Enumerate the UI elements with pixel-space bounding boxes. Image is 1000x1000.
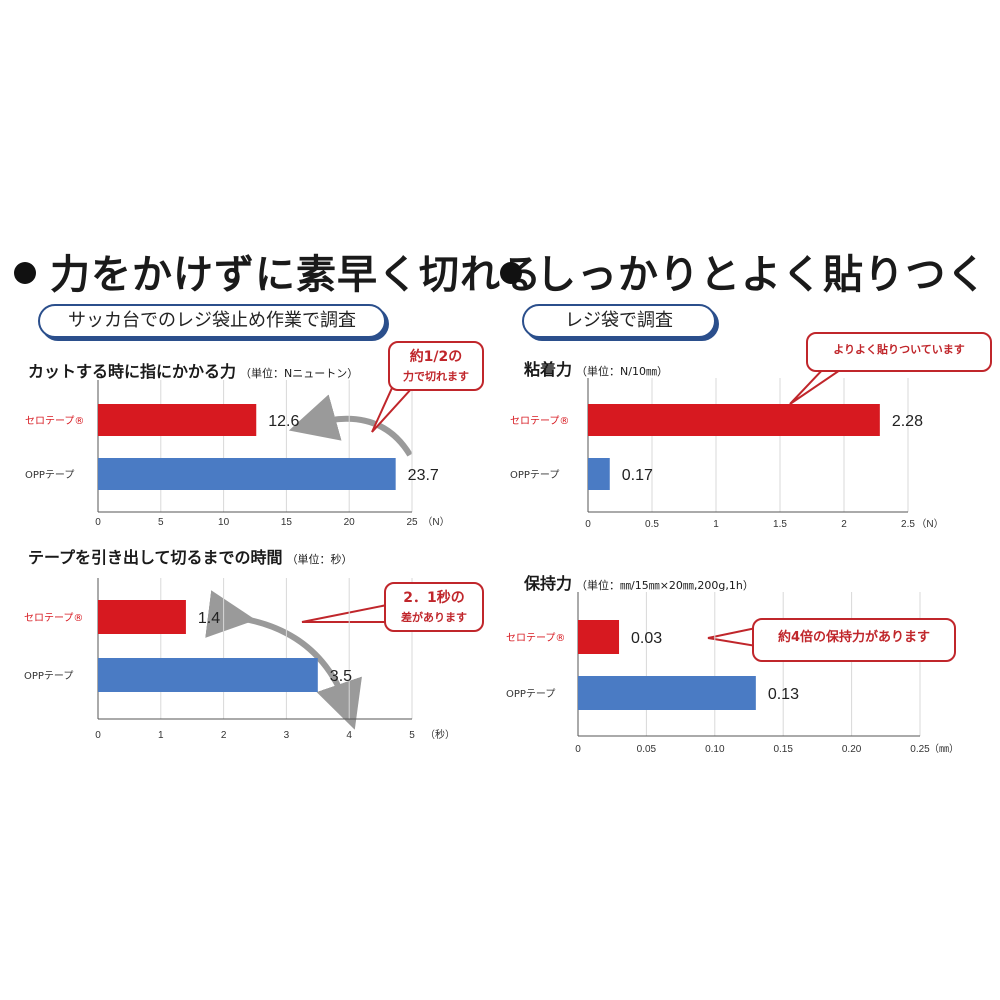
survey-label-left: サッカ台でのレジ袋止め作業で調査 (38, 304, 386, 338)
chart1-value-label: 12.6 (268, 413, 299, 430)
chart3-tick-label: 0 (585, 519, 591, 530)
chart3-bar (588, 458, 610, 490)
chart4-value-label: 0.03 (631, 630, 662, 647)
chart4-tick-label: 0.25 (910, 744, 930, 755)
chart2-bar (98, 658, 318, 692)
chart4-title-text: 保持力 (524, 574, 573, 593)
chart2-tick-label: 5 (409, 730, 415, 741)
callout-half-force-line1: 約1/2の (409, 349, 463, 365)
chart1-bar (98, 404, 257, 436)
chart3-title-text: 粘着力 (524, 360, 573, 379)
chart4-category-label: OPPテープ (506, 688, 555, 700)
compare-arrow-1 (288, 394, 413, 457)
chart3-value-label: 2.28 (892, 413, 923, 430)
chart2-unit-label: （秒） (425, 728, 455, 741)
chart3-unit-label: （N） (916, 518, 943, 530)
chart4-unit-note: （単位：㎜/15㎜×20㎜,200g,1h） (576, 579, 754, 592)
chart3-value-label: 0.17 (622, 467, 653, 484)
chart3-unit-note: （単位：N/10㎜） (576, 365, 668, 378)
chart3-bar (588, 404, 880, 436)
chart4-tick-label: 0 (575, 744, 581, 755)
chart3-tick-label: 0.5 (645, 519, 659, 530)
chart1-tick-label: 5 (158, 517, 164, 528)
callout-half-force-line2: 力で切れます (403, 370, 469, 383)
chart3-tick-label: 2.5 (901, 519, 915, 530)
chart2-tick-label: 4 (346, 730, 352, 741)
callout-time-diff-line1: 2．1秒の (403, 590, 465, 606)
chart2-unit-note: （単位：秒） (286, 553, 353, 566)
callout-half-force: 約1/2の 力で切れます (388, 341, 484, 391)
chart3-tick-label: 2 (841, 519, 847, 530)
chart4-tick-label: 0.15 (773, 744, 793, 755)
bullet-icon (14, 262, 36, 284)
heading-left: 力をかけずに素早く切れる (14, 242, 542, 300)
chart1-title-text: カットする時に指にかかる力 (28, 362, 237, 381)
chart3-tick-label: 1 (713, 519, 719, 530)
chart1-value-label: 23.7 (408, 467, 439, 484)
callout-time-diff-line2: 差があります (401, 611, 467, 624)
chart3-title: 粘着力 （単位：N/10㎜） (524, 356, 668, 380)
chart2-tick-label: 3 (284, 730, 290, 741)
chart1-unit-label: （N） (422, 516, 449, 528)
chart2-category-label: OPPテープ (24, 670, 73, 682)
chart1-tick-label: 10 (218, 517, 230, 528)
chart4-tick-label: 0.05 (637, 744, 657, 755)
chart2-title: テープを引き出して切るまでの時間 （単位：秒） (28, 544, 353, 568)
chart4-bar (578, 620, 620, 654)
chart4-bar (578, 676, 756, 710)
chart4-unit-label: （㎜） (929, 743, 959, 755)
heading-right: しっかりとよく貼りつく (500, 242, 987, 300)
chart1-tick-label: 20 (344, 517, 356, 528)
callout-adhesion: よりよく貼りついています (806, 332, 992, 372)
chart4-tick-label: 0.10 (705, 744, 725, 755)
callout-1-pointer (371, 387, 415, 433)
chart4-title: 保持力 （単位：㎜/15㎜×20㎜,200g,1h） (524, 570, 754, 594)
callout-holding: 約4倍の保持力があります (752, 618, 956, 662)
chart1-unit-note: （単位：Nニュートン） (240, 367, 359, 380)
chart3-category-label: OPPテープ (510, 469, 559, 481)
chart4-value-label: 0.13 (768, 686, 799, 703)
chart1-title: カットする時に指にかかる力 （単位：Nニュートン） (28, 358, 358, 382)
chart1-tick-label: 0 (95, 517, 101, 528)
chart2-tick-label: 0 (95, 730, 101, 741)
heading-right-text: しっかりとよく貼りつく (536, 252, 988, 298)
chart2-bar (98, 600, 186, 634)
chart3-category-label: セロテープ® (510, 415, 569, 427)
chart2-value-label: 1.4 (198, 610, 220, 627)
chart2-category-label: セロテープ® (24, 612, 83, 624)
chart3-tick-label: 1.5 (773, 519, 787, 530)
survey-label-right: レジ袋で調査 (522, 304, 716, 338)
callout-time-diff: 2．1秒の 差があります (384, 582, 484, 632)
chart1-tick-label: 25 (406, 517, 418, 528)
chart1-tick-label: 15 (281, 517, 293, 528)
compare-arrow-2 (205, 590, 362, 730)
chart1-category-label: セロテープ® (25, 415, 84, 427)
chart2-title-text: テープを引き出して切るまでの時間 (28, 548, 283, 567)
bullet-icon (500, 262, 522, 284)
chart4-category-label: セロテープ® (506, 632, 565, 644)
chart2-tick-label: 1 (158, 730, 164, 741)
heading-left-text: 力をかけずに素早く切れる (50, 252, 542, 298)
callout-2-pointer (301, 602, 393, 623)
chart2-tick-label: 2 (221, 730, 227, 741)
chart1-bar (98, 458, 396, 490)
chart1-category-label: OPPテープ (25, 469, 74, 481)
chart4-tick-label: 0.20 (842, 744, 862, 755)
chart2-value-label: 3.5 (330, 668, 352, 685)
